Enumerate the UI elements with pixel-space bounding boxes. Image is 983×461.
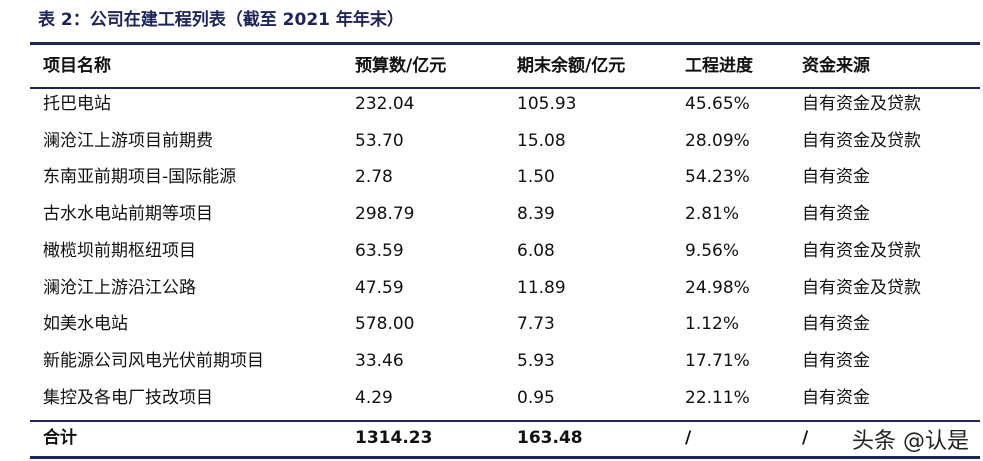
table-cell: 2.81%	[685, 204, 740, 225]
rule	[30, 87, 980, 89]
table-cell: 63.59	[355, 240, 404, 261]
table-cell: 自有资金	[802, 204, 870, 225]
table-cell: 33.46	[355, 350, 404, 371]
rule	[30, 42, 980, 45]
table-cell: 自有资金	[802, 167, 870, 188]
table-cell: 如美水电站	[43, 314, 128, 335]
table-cell: 自有资金	[802, 387, 870, 408]
table-cell: 5.93	[517, 350, 555, 371]
column-header: 项目名称	[43, 56, 111, 76]
column-header: 期末余额/亿元	[517, 56, 626, 76]
table-title: 表 2：公司在建工程列表（截至 2021 年年末）	[38, 10, 404, 30]
table-cell: 47.59	[355, 277, 404, 298]
table-cell: 232.04	[355, 94, 415, 114]
table-cell: 22.11%	[685, 387, 750, 408]
column-header: 资金来源	[802, 56, 870, 76]
watermark: 头条 @认是	[852, 429, 969, 454]
table-cell: 24.98%	[685, 277, 750, 298]
table-cell: 7.73	[517, 314, 555, 335]
table-cell: 8.39	[517, 204, 555, 225]
total-cell: /	[685, 428, 692, 448]
table-cell: 托巴电站	[43, 94, 111, 114]
table-cell: 自有资金	[802, 350, 870, 371]
table-cell: 105.93	[517, 94, 577, 114]
table-cell: 自有资金及贷款	[802, 277, 921, 298]
total-cell: /	[802, 428, 809, 448]
table-cell: 578.00	[355, 314, 415, 335]
table-cell: 6.08	[517, 240, 555, 261]
table-cell: 298.79	[355, 204, 415, 225]
rule	[30, 456, 980, 459]
table-cell: 53.70	[355, 130, 404, 151]
column-header: 工程进度	[685, 56, 753, 76]
table-cell: 自有资金及贷款	[802, 94, 921, 114]
table-cell: 54.23%	[685, 167, 750, 188]
table-cell: 集控及各电厂技改项目	[43, 387, 213, 408]
table-cell: 11.89	[517, 277, 566, 298]
table-cell: 17.71%	[685, 350, 750, 371]
total-cell: 合计	[43, 428, 77, 448]
table-cell: 28.09%	[685, 130, 750, 151]
total-cell: 1314.23	[355, 428, 433, 448]
table-cell: 4.29	[355, 387, 393, 408]
table-cell: 0.95	[517, 387, 555, 408]
column-header: 预算数/亿元	[355, 56, 447, 76]
table-cell: 1.12%	[685, 314, 740, 335]
table-cell: 45.65%	[685, 94, 750, 114]
table-cell: 澜沧江上游项目前期费	[43, 130, 213, 151]
table-cell: 2.78	[355, 167, 393, 188]
table-cell: 自有资金及贷款	[802, 240, 921, 261]
table-cell: 1.50	[517, 167, 555, 188]
table-cell: 新能源公司风电光伏前期项目	[43, 350, 264, 371]
table-cell: 15.08	[517, 130, 566, 151]
table-cell: 自有资金	[802, 314, 870, 335]
table-cell: 9.56%	[685, 240, 740, 261]
rule	[30, 420, 980, 422]
table-cell: 东南亚前期项目-国际能源	[43, 167, 237, 188]
table-cell: 古水水电站前期等项目	[43, 204, 213, 225]
table-cell: 澜沧江上游沿江公路	[43, 277, 196, 298]
total-cell: 163.48	[517, 428, 583, 448]
table-cell: 自有资金及贷款	[802, 130, 921, 151]
table-cell: 橄榄坝前期枢纽项目	[43, 240, 196, 261]
